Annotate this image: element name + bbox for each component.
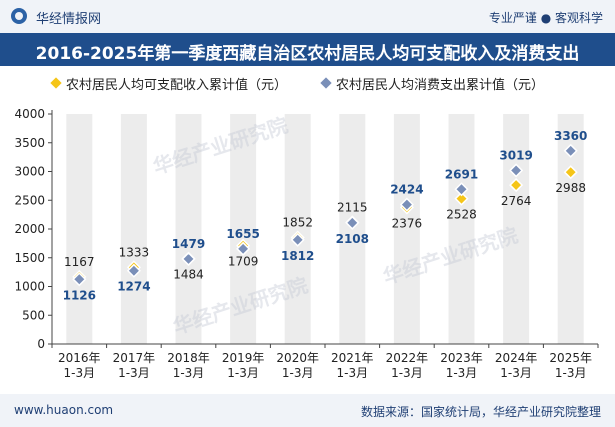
income-marker: [509, 178, 524, 193]
y-tick-label: 4000: [14, 107, 45, 121]
income-data-label: 2528: [446, 208, 477, 222]
income-data-label: 1484: [173, 268, 204, 282]
category-bar: [284, 114, 311, 344]
chart-plot: 050010001500200025003000350040002016年1-3…: [14, 107, 599, 380]
top-bar: 华经情报网 专业严谨 ● 客观科学: [0, 0, 615, 33]
brand-logo-icon: [11, 8, 27, 24]
consumption-data-label: 1126: [63, 288, 96, 302]
chart-legend: 农村居民人均可支配收入累计值（元） 农村居民人均消费支出累计值（元）: [0, 70, 615, 96]
income-marker: [563, 165, 578, 180]
consumption-marker: [181, 251, 196, 267]
x-tick-label: 2023年: [440, 351, 483, 365]
x-tick-label: 1-3月: [391, 366, 423, 380]
income-data-label: 2115: [337, 200, 368, 214]
y-tick-label: 2500: [14, 193, 45, 207]
income-data-label: 1167: [64, 255, 95, 269]
legend-marker-income-icon: [50, 77, 62, 89]
x-tick-label: 2021年: [331, 351, 374, 365]
x-tick-label: 1-3月: [118, 366, 150, 380]
consumption-marker: [72, 272, 87, 287]
consumption-data-label: 1812: [281, 249, 314, 263]
y-tick-label: 1000: [14, 280, 45, 294]
data-source: 数据来源：国家统计局，华经产业研究院整理: [360, 405, 601, 419]
consumption-data-label: 2424: [390, 183, 423, 197]
category-bar: [503, 114, 530, 344]
consumption-marker: [345, 215, 360, 230]
x-tick-label: 2020年: [276, 351, 319, 365]
income-marker: [454, 191, 469, 206]
x-tick-label: 2016年: [58, 351, 101, 365]
legend-item-income: 农村居民人均可支配收入累计值（元）: [50, 74, 288, 93]
x-tick-label: 2018年: [167, 351, 210, 365]
x-tick-label: 2022年: [386, 351, 429, 365]
consumption-marker: [399, 197, 414, 212]
income-data-label: 1709: [228, 255, 259, 269]
income-data-label: 2376: [392, 216, 423, 230]
y-tick-label: 2000: [14, 222, 45, 236]
site-url: www.huaon.com: [14, 403, 114, 417]
income-data-label: 1852: [282, 216, 313, 230]
consumption-data-label: 3019: [499, 148, 532, 162]
consumption-data-label: 2108: [336, 232, 369, 246]
title-bar: 2016-2025年第一季度西藏自治区农村居民人均可支配收入及消费支出: [0, 33, 615, 66]
x-tick-label: 1-3月: [500, 366, 532, 380]
footer-bar: www.huaon.com 数据来源：国家统计局，华经产业研究院整理: [0, 394, 615, 427]
legend-label-consumption: 农村居民人均消费支出累计值（元）: [336, 78, 545, 93]
x-tick-label: 1-3月: [555, 366, 587, 380]
x-tick-label: 1-3月: [336, 366, 368, 380]
consumption-data-label: 1274: [117, 280, 150, 294]
tagline: 专业严谨 ● 客观科学: [488, 11, 603, 25]
x-tick-label: 1-3月: [227, 366, 259, 380]
consumption-data-label: 3360: [554, 129, 587, 143]
y-tick-label: 0: [37, 337, 45, 351]
consumption-marker: [509, 163, 524, 178]
consumption-marker: [236, 241, 251, 256]
category-bar: [66, 114, 93, 344]
x-tick-label: 1-3月: [282, 366, 314, 380]
y-tick-label: 500: [22, 308, 45, 322]
x-tick-label: 1-3月: [173, 366, 205, 380]
legend-marker-consumption-icon: [320, 77, 332, 89]
category-bar: [448, 114, 475, 344]
income-data-label: 2764: [501, 194, 532, 208]
income-data-label: 2988: [555, 181, 586, 195]
y-tick-label: 1500: [14, 251, 45, 265]
consumption-data-label: 2691: [445, 167, 478, 181]
consumption-data-label: 1479: [172, 237, 205, 251]
x-tick-label: 2025年: [549, 351, 592, 365]
x-tick-label: 2024年: [495, 351, 538, 365]
x-tick-label: 1-3月: [446, 366, 478, 380]
consumption-marker: [454, 182, 469, 197]
x-tick-label: 2019年: [222, 351, 265, 365]
category-bar: [230, 114, 257, 344]
brand-name: 华经情报网: [36, 12, 102, 27]
consumption-data-label: 1655: [226, 227, 259, 241]
legend-label-income: 农村居民人均可支配收入累计值（元）: [66, 78, 288, 93]
consumption-marker: [563, 143, 578, 158]
category-bar: [120, 114, 147, 344]
y-tick-label: 3500: [14, 136, 45, 150]
y-tick-label: 3000: [14, 165, 45, 179]
category-bar: [393, 114, 420, 344]
income-data-label: 1333: [119, 245, 150, 259]
x-tick-label: 1-3月: [63, 366, 95, 380]
category-bar: [175, 114, 202, 344]
legend-item-consumption: 农村居民人均消费支出累计值（元）: [320, 74, 545, 93]
chart-title: 2016-2025年第一季度西藏自治区农村居民人均可支配收入及消费支出: [35, 44, 580, 64]
x-tick-label: 2017年: [113, 351, 156, 365]
consumption-marker: [290, 232, 305, 247]
consumption-marker: [126, 263, 141, 278]
